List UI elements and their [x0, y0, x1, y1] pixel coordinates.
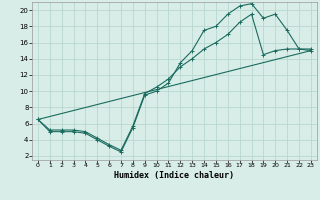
X-axis label: Humidex (Indice chaleur): Humidex (Indice chaleur): [115, 171, 234, 180]
